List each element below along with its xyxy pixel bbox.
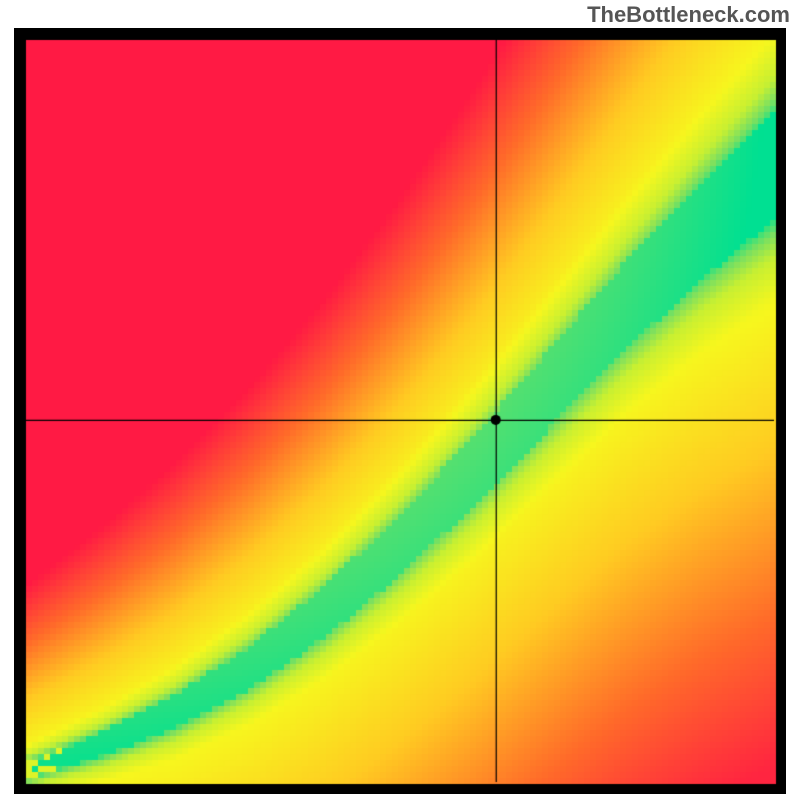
bottleneck-heatmap — [14, 28, 786, 794]
watermark-text: TheBottleneck.com — [587, 2, 790, 28]
